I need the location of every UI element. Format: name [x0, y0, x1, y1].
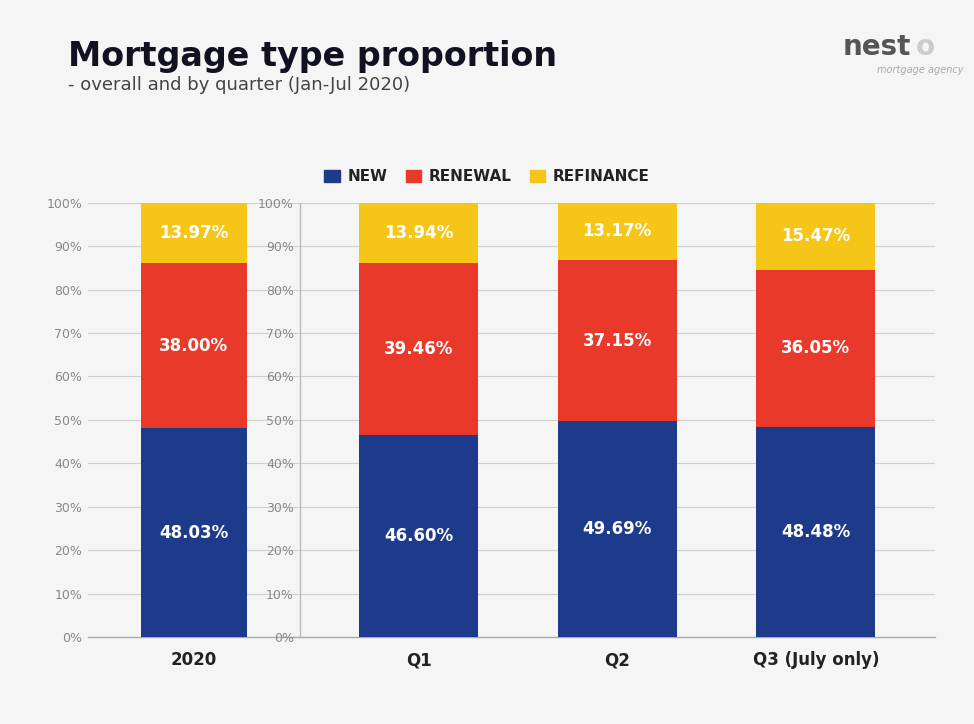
Text: Mortgage type proportion: Mortgage type proportion [68, 40, 557, 73]
Bar [140, 264, 246, 429]
Text: 36.05%: 36.05% [781, 340, 850, 357]
Text: 39.46%: 39.46% [384, 340, 453, 358]
Text: nest: nest [843, 33, 911, 61]
Text: 15.47%: 15.47% [781, 227, 850, 245]
Text: 13.97%: 13.97% [159, 224, 228, 242]
Text: 46.60%: 46.60% [384, 527, 453, 545]
Text: 48.03%: 48.03% [159, 523, 228, 542]
Bar [140, 203, 246, 264]
Bar [558, 203, 677, 260]
Bar [359, 203, 478, 264]
Bar [756, 203, 876, 270]
Bar [756, 426, 876, 637]
Bar [359, 264, 478, 434]
Text: 13.17%: 13.17% [582, 222, 652, 240]
Text: 37.15%: 37.15% [582, 332, 652, 350]
Text: 48.48%: 48.48% [781, 523, 850, 541]
Text: mortgage agency: mortgage agency [878, 65, 963, 75]
Text: 49.69%: 49.69% [582, 520, 652, 538]
Bar [558, 260, 677, 421]
Text: 13.94%: 13.94% [384, 224, 453, 242]
Text: o: o [916, 33, 935, 61]
Bar [558, 421, 677, 637]
Text: 38.00%: 38.00% [159, 337, 228, 355]
Bar [359, 434, 478, 637]
Bar [140, 429, 246, 637]
Legend: NEW, RENEWAL, REFINANCE: NEW, RENEWAL, REFINANCE [318, 164, 656, 190]
Bar [756, 270, 876, 426]
Text: - overall and by quarter (Jan-Jul 2020): - overall and by quarter (Jan-Jul 2020) [68, 76, 410, 94]
